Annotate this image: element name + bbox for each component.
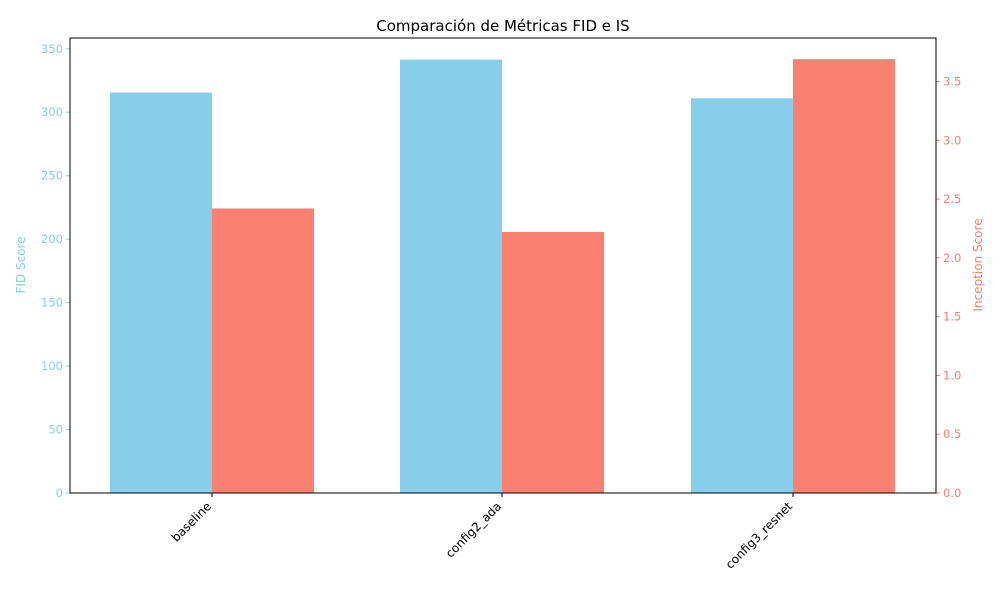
bar-fid-config2_ada bbox=[400, 59, 502, 493]
left-axis: 0 50 100 150 200 250 300 350 bbox=[41, 42, 70, 500]
y-left-tick-label: 350 bbox=[41, 42, 63, 56]
y-right-tick-label: 0.5 bbox=[943, 427, 961, 441]
bar-is-config2_ada bbox=[502, 231, 604, 493]
bar-is-config3_resnet bbox=[793, 59, 895, 494]
y-right-tick-label: 2.0 bbox=[943, 251, 961, 265]
y-left-tick-label: 0 bbox=[56, 486, 63, 500]
y-right-tick-label: 3.0 bbox=[943, 133, 961, 147]
chart-title: Comparación de Métricas FID e IS bbox=[376, 17, 629, 35]
y-right-tick-label: 2.5 bbox=[943, 192, 961, 206]
y-left-tick-label: 300 bbox=[41, 105, 63, 119]
y-right-tick-label: 0.0 bbox=[943, 486, 961, 500]
y-left-tick-label: 50 bbox=[48, 423, 63, 437]
bars-group bbox=[110, 59, 895, 494]
y-right-tick-label: 1.5 bbox=[943, 310, 961, 324]
y-left-tick-label: 100 bbox=[41, 359, 63, 373]
x-tick-label-baseline: baseline bbox=[169, 499, 214, 544]
bar-is-baseline bbox=[212, 208, 314, 494]
y-right-tick-label: 1.0 bbox=[943, 368, 961, 382]
x-axis: baseline config2_ada config3_resnet bbox=[169, 493, 796, 572]
y-left-tick-label: 200 bbox=[41, 232, 63, 246]
y-left-axis-label: FID Score bbox=[14, 236, 28, 293]
plot-frame bbox=[69, 37, 937, 494]
y-right-axis-label: Inception Score bbox=[971, 218, 985, 311]
y-left-tick-label: 250 bbox=[41, 169, 63, 183]
bar-fid-baseline bbox=[110, 92, 212, 493]
right-axis: 0.0 0.5 1.0 1.5 2.0 2.5 3.0 3.5 bbox=[936, 75, 961, 500]
y-right-tick-label: 3.5 bbox=[943, 75, 961, 89]
bar-fid-config3_resnet bbox=[691, 98, 793, 493]
y-left-tick-label: 150 bbox=[41, 296, 63, 310]
x-tick-label-config2_ada: config2_ada bbox=[443, 499, 504, 560]
x-tick-label-config3_resnet: config3_resnet bbox=[723, 499, 796, 572]
